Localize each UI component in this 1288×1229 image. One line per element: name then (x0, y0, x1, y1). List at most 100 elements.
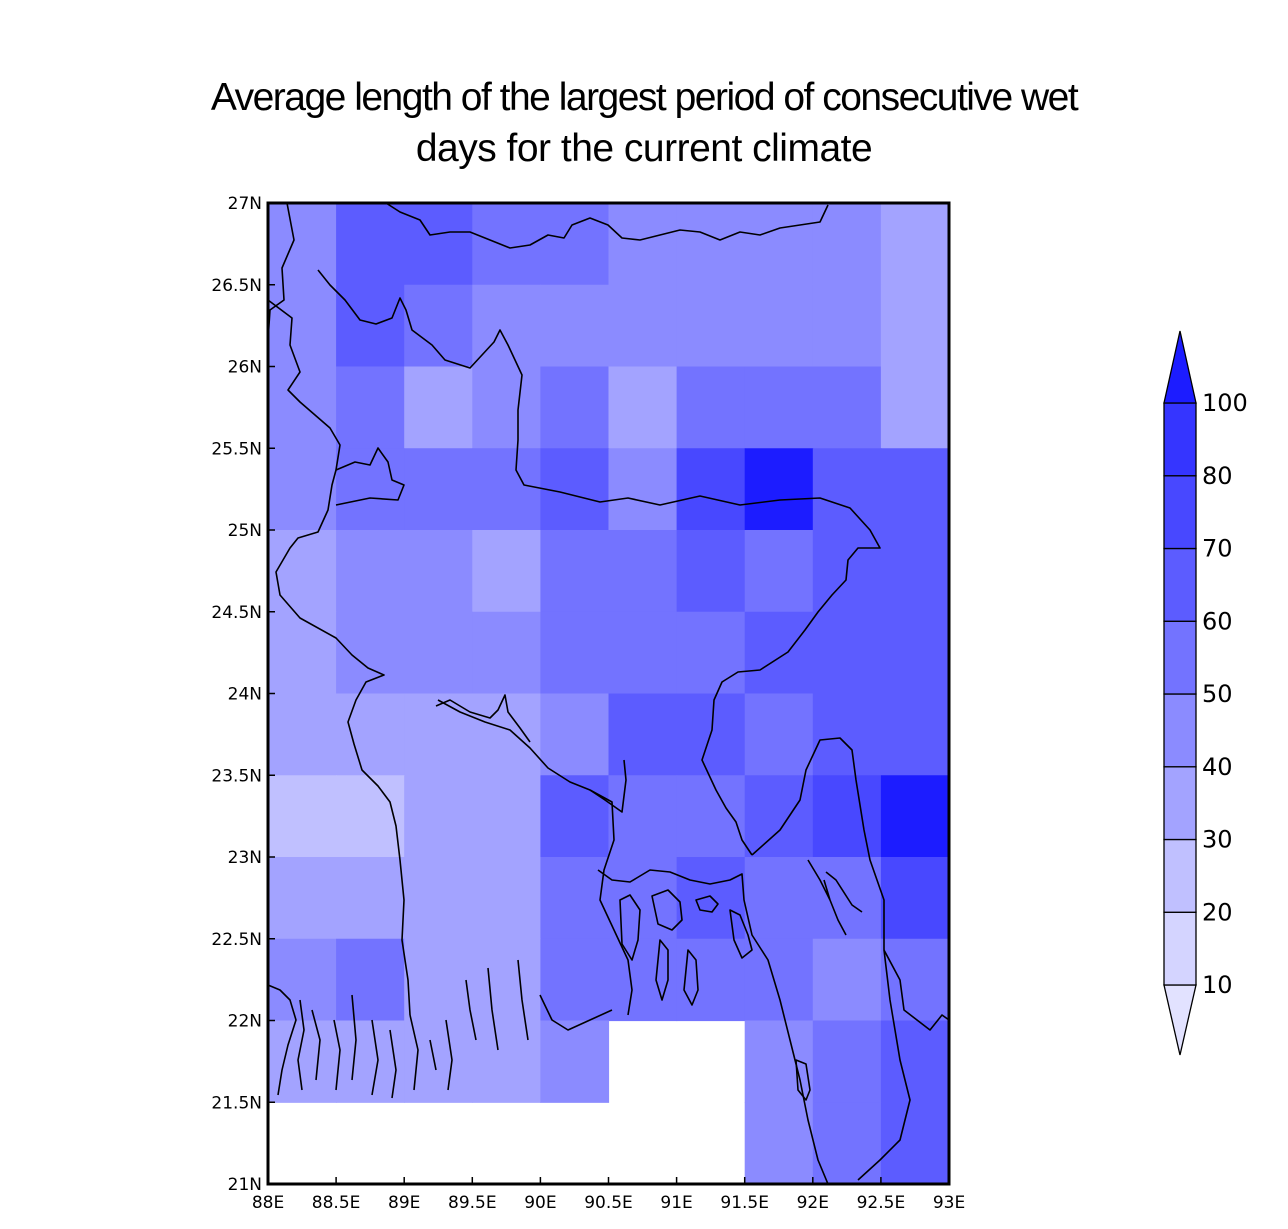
grid-cell (676, 284, 746, 368)
lat-tick-label: 24.5N (211, 603, 262, 623)
lon-tick-label: 92.5E (857, 1193, 906, 1213)
lat-tick-label: 23.5N (211, 766, 262, 786)
grid-cell (676, 857, 746, 940)
lat-tick-label: 22.5N (211, 930, 262, 950)
grid-cell (880, 938, 950, 1022)
island-3 (695, 895, 719, 913)
grid-cell (880, 1102, 950, 1185)
grid-cell (676, 775, 746, 858)
grid-cell (880, 366, 950, 449)
river-mid (589, 759, 627, 813)
grid-cell (676, 938, 746, 1022)
grid-cell (268, 530, 337, 613)
lon-tick-label: 89.5E (448, 1193, 497, 1213)
grid-cell (540, 366, 610, 449)
grid-cell (812, 366, 882, 449)
lat-tick-label: 23N (228, 848, 262, 868)
grid-cell (676, 611, 746, 695)
grid-cell (812, 693, 882, 776)
grid-cell (812, 938, 882, 1022)
grid-cell (812, 284, 882, 368)
lon-tick-label: 89E (388, 1193, 420, 1213)
grid-cell (608, 938, 678, 1022)
grid-cell (472, 448, 541, 531)
grid-cell (268, 448, 337, 531)
grid-cell (404, 775, 473, 858)
grid-cell (880, 1020, 950, 1103)
colorbar-label: 60 (1202, 607, 1233, 635)
grid-cell (812, 1020, 882, 1103)
grid-cell (336, 366, 405, 449)
grid-cell (608, 775, 678, 858)
grid-cell (540, 530, 610, 613)
grid-cell (608, 284, 678, 368)
grid-cell (540, 693, 610, 776)
grid-cell (336, 203, 405, 286)
lat-tick-label: 22N (228, 1012, 262, 1032)
island-7 (795, 1059, 811, 1101)
colorbar-segment (1163, 693, 1197, 768)
grid-cell (472, 1020, 541, 1103)
colorbar-label: 80 (1202, 462, 1233, 490)
country-borders (268, 203, 949, 1184)
grid-cell (880, 203, 950, 286)
island-4 (729, 909, 753, 959)
grid-cell (608, 203, 678, 286)
grid-cell (744, 693, 814, 776)
bangladesh-west-border (268, 299, 411, 1016)
nepal-bhutan-border (385, 203, 829, 249)
grid-cell (268, 857, 337, 940)
lat-tick-label: 21.5N (211, 1093, 262, 1113)
colorbar-label: 70 (1202, 535, 1233, 563)
colorbar-extend-high (1163, 330, 1197, 404)
lon-axis: 88E 88.5E 89E 89.5E 90E 90.5E 91E 91.5E 92E 92.5E… (252, 1177, 965, 1213)
river-north (435, 694, 531, 743)
grid-cell (268, 203, 337, 286)
grid-cell (880, 284, 950, 368)
grid-cell (404, 857, 473, 940)
grid-cell (880, 775, 950, 858)
grid-cell (268, 366, 337, 449)
grid-cell (676, 203, 746, 286)
grid-cell (608, 857, 678, 940)
grid-cell (676, 366, 746, 449)
grid-cell (608, 530, 678, 613)
grid-cell (472, 775, 541, 858)
island-2 (651, 889, 683, 931)
grid-cell (540, 775, 610, 858)
colorbar-label: 20 (1202, 898, 1233, 926)
grid-cell (404, 1020, 473, 1103)
tripura-loop (751, 737, 911, 1181)
grid-cell (404, 284, 473, 368)
grid-cell (268, 775, 337, 858)
grid-cell (472, 203, 541, 286)
grid-cell (404, 530, 473, 613)
lat-tick-label: 27N (228, 194, 262, 214)
grid-cell (336, 857, 405, 940)
grid-cell (268, 693, 337, 776)
grid-cell (540, 857, 610, 940)
grid-cell (472, 857, 541, 940)
grid-cell (812, 611, 882, 695)
grid-cell (812, 775, 882, 858)
grid-cell (812, 448, 882, 531)
colorbar-label: 100 (1202, 389, 1248, 417)
grid-cell (336, 938, 405, 1022)
grid-cell (880, 448, 950, 531)
colorbar-segment (1163, 402, 1197, 477)
colorbar-segment (1163, 911, 1197, 986)
chart-title-line1: Average length of the largest period of … (210, 76, 1079, 119)
lat-tick-label: 21N (228, 1175, 262, 1195)
lat-tick-label: 25.5N (211, 439, 262, 459)
lat-tick-label: 25N (228, 521, 262, 541)
grid-cell (812, 203, 882, 286)
colorbar-label: 30 (1202, 826, 1233, 854)
colorbar: 10 20 30 40 50 60 70 80 100 (1163, 330, 1248, 1056)
grid-cell (404, 938, 473, 1022)
chart-title-line2: days for the current climate (415, 127, 873, 170)
island-1 (619, 894, 641, 961)
island-6 (683, 949, 699, 1006)
lat-tick-label: 26N (228, 358, 262, 378)
lon-tick-label: 92E (797, 1193, 829, 1213)
colorbar-label: 40 (1202, 753, 1233, 781)
